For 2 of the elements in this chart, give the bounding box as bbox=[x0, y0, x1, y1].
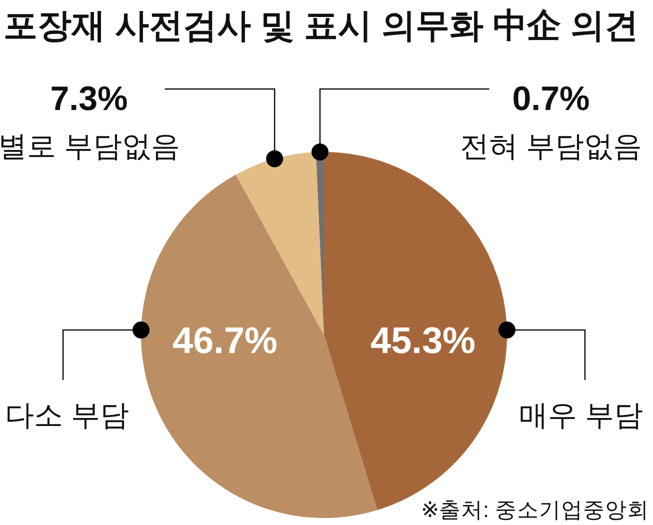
title: 포장재 사전검사 및 표시 의무화 中企 의견 bbox=[4, 7, 638, 45]
annotation: ※출처: 중소기업중앙회 bbox=[421, 498, 649, 522]
